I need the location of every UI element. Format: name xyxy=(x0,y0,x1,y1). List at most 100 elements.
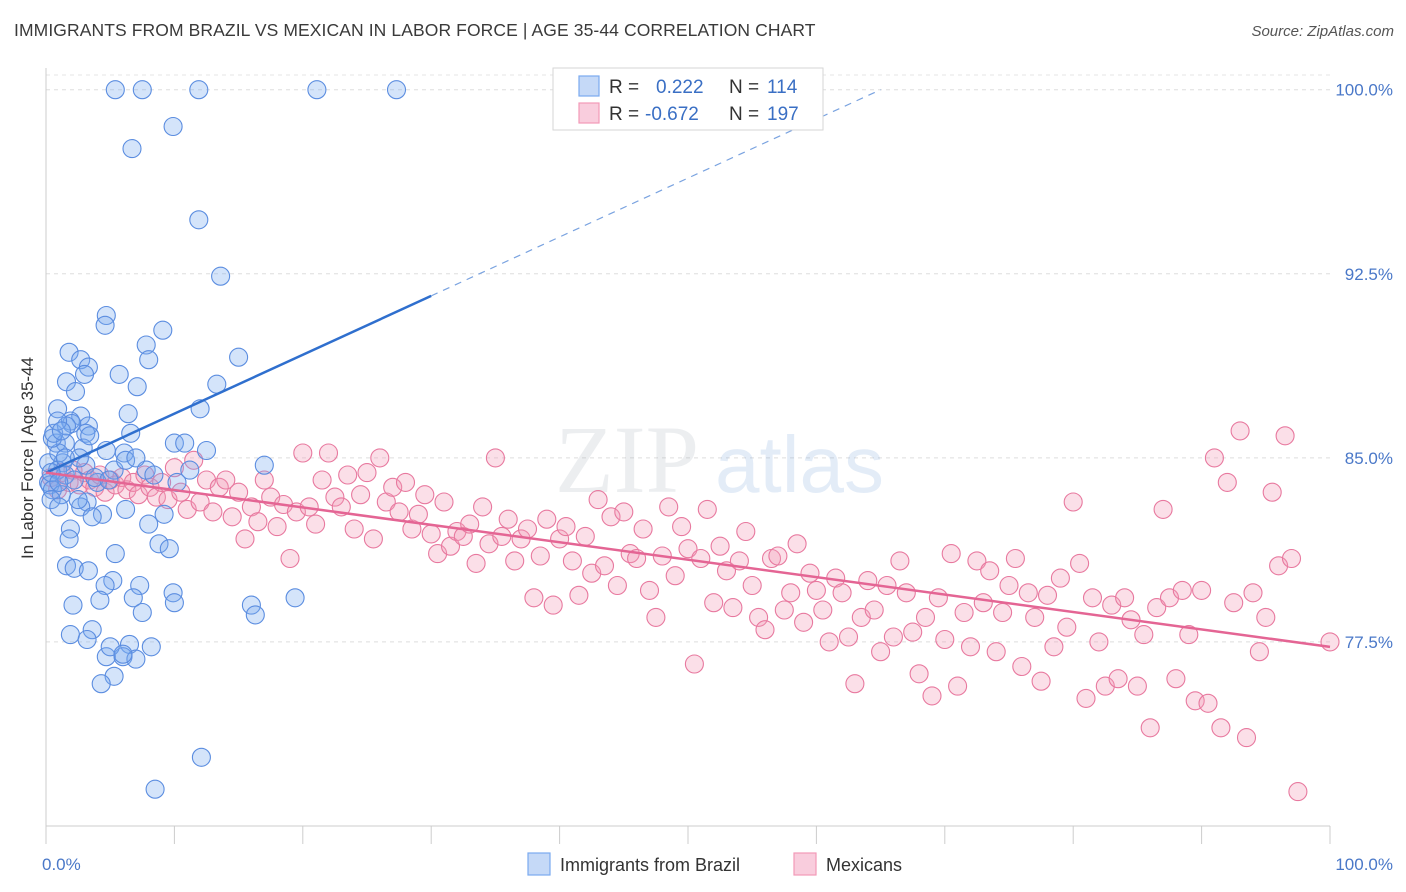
mexicans-point-120 xyxy=(794,612,814,632)
mexicans-point-96 xyxy=(639,580,660,600)
brazil-point-95 xyxy=(180,460,200,480)
mexicans-point-169 xyxy=(1108,669,1128,689)
mexicans-point-97 xyxy=(646,607,666,627)
mexicans-point-25 xyxy=(184,450,204,470)
mexicans-point-141 xyxy=(928,588,948,608)
legend-r-value-brazil: 0.222 xyxy=(656,77,704,98)
mexicans-point-49 xyxy=(338,465,358,485)
mexicans-point-157 xyxy=(1031,671,1051,691)
brazil-trend-extension xyxy=(430,89,881,297)
mexicans-point-192 xyxy=(1256,607,1276,627)
mexicans-point-187 xyxy=(1224,593,1244,613)
series-mexicans-points xyxy=(41,421,1340,802)
mexicans-point-75 xyxy=(505,551,525,571)
mexicans-point-148 xyxy=(973,593,993,613)
brazil-point-66 xyxy=(64,558,84,578)
legend-r-label-brazil: R = xyxy=(609,77,639,98)
mexicans-point-30 xyxy=(216,470,236,490)
mexicans-point-101 xyxy=(672,517,692,537)
mexicans-point-107 xyxy=(710,536,730,556)
mexicans-point-100 xyxy=(665,566,685,586)
mexicans-point-69 xyxy=(466,553,486,573)
legend-n-value-mexicans: 197 xyxy=(767,104,799,125)
mexicans-point-196 xyxy=(1281,548,1302,569)
mexicans-point-31 xyxy=(222,507,242,527)
mexicans-point-197 xyxy=(1288,782,1308,802)
mexicans-point-123 xyxy=(813,600,833,620)
axes xyxy=(45,68,1331,844)
brazil-point-2 xyxy=(189,80,209,100)
brazil-point-81 xyxy=(77,629,97,650)
brazil-point-69 xyxy=(95,575,115,596)
mexicans-point-124 xyxy=(819,632,839,652)
legend-box: R = 0.222 N = 114 R = -0.672 N = 197 xyxy=(552,67,824,131)
mexicans-point-74 xyxy=(498,509,518,529)
brazil-point-91 xyxy=(241,595,261,615)
mexicans-point-180 xyxy=(1179,625,1199,645)
brazil-point-10 xyxy=(95,315,115,335)
legend-n-value-brazil: 114 xyxy=(767,77,798,98)
mexicans-point-165 xyxy=(1082,588,1103,608)
mexicans-point-84 xyxy=(562,551,582,571)
brazil-point-104 xyxy=(62,413,82,434)
brazil-point-26 xyxy=(118,404,138,424)
mexicans-point-193 xyxy=(1262,482,1282,502)
mexicans-point-119 xyxy=(787,534,807,554)
mexicans-point-190 xyxy=(1243,583,1263,603)
bottom-legend-swatch-mexicans xyxy=(793,852,817,876)
mexicans-point-150 xyxy=(986,642,1006,662)
mexicans-point-47 xyxy=(325,487,345,507)
mexicans-point-191 xyxy=(1249,642,1269,662)
y-tick-label-2: 92.5% xyxy=(1345,265,1393,284)
brazil-point-11 xyxy=(153,320,173,340)
mexicans-point-114 xyxy=(755,620,775,640)
brazil-point-4 xyxy=(386,80,407,100)
brazil-point-58 xyxy=(82,507,102,527)
legend-n-label-brazil: N = xyxy=(729,77,759,98)
mexicans-point-36 xyxy=(254,470,274,490)
brazil-point-67 xyxy=(78,561,98,581)
y-axis-label: In Labor Force | Age 35-44 xyxy=(18,357,37,559)
brazil-point-19 xyxy=(74,364,95,384)
brazil-point-29 xyxy=(78,416,98,436)
mexicans-point-72 xyxy=(485,448,505,468)
mexicans-point-83 xyxy=(556,517,576,537)
mexicans-point-61 xyxy=(415,485,435,505)
mexicans-point-127 xyxy=(838,627,859,647)
brazil-point-8 xyxy=(211,266,231,286)
mexicans-point-175 xyxy=(1147,598,1167,618)
mexicans-point-195 xyxy=(1275,426,1295,446)
mexicans-point-91 xyxy=(607,575,627,596)
mexicans-point-38 xyxy=(267,517,287,537)
brazil-point-65 xyxy=(56,556,77,576)
mexicans-point-22 xyxy=(164,458,184,478)
brazil-point-3 xyxy=(307,80,327,100)
x-tick-labels: 0.0% 100.0% xyxy=(42,855,1393,874)
brazil-point-64 xyxy=(105,544,125,564)
mexicans-point-95 xyxy=(633,519,653,539)
mexicans-point-166 xyxy=(1089,632,1109,652)
mexicans-point-92 xyxy=(614,502,634,522)
mexicans-point-182 xyxy=(1192,580,1212,600)
brazil-point-88 xyxy=(91,674,111,694)
mexicans-point-78 xyxy=(524,588,544,608)
mexicans-point-118 xyxy=(781,583,801,603)
mexicans-point-103 xyxy=(684,654,704,674)
brazil-point-110 xyxy=(48,411,68,431)
mexicans-point-116 xyxy=(768,546,788,566)
mexicans-point-60 xyxy=(408,504,428,524)
mexicans-point-151 xyxy=(993,602,1013,623)
mexicans-point-80 xyxy=(537,509,557,529)
brazil-point-74 xyxy=(90,590,110,610)
mexicans-point-173 xyxy=(1134,625,1154,645)
brazil-point-75 xyxy=(63,595,83,615)
source-credit: Source: ZipAtlas.com xyxy=(1251,23,1394,40)
mexicans-point-46 xyxy=(318,443,339,463)
mexicans-point-143 xyxy=(941,544,961,564)
mexicans-point-155 xyxy=(1018,583,1038,603)
brazil-point-86 xyxy=(113,644,133,664)
brazil-point-98 xyxy=(49,497,69,517)
brazil-point-90 xyxy=(145,779,165,799)
brazil-point-61 xyxy=(59,529,79,549)
mexicans-point-62 xyxy=(421,524,441,544)
